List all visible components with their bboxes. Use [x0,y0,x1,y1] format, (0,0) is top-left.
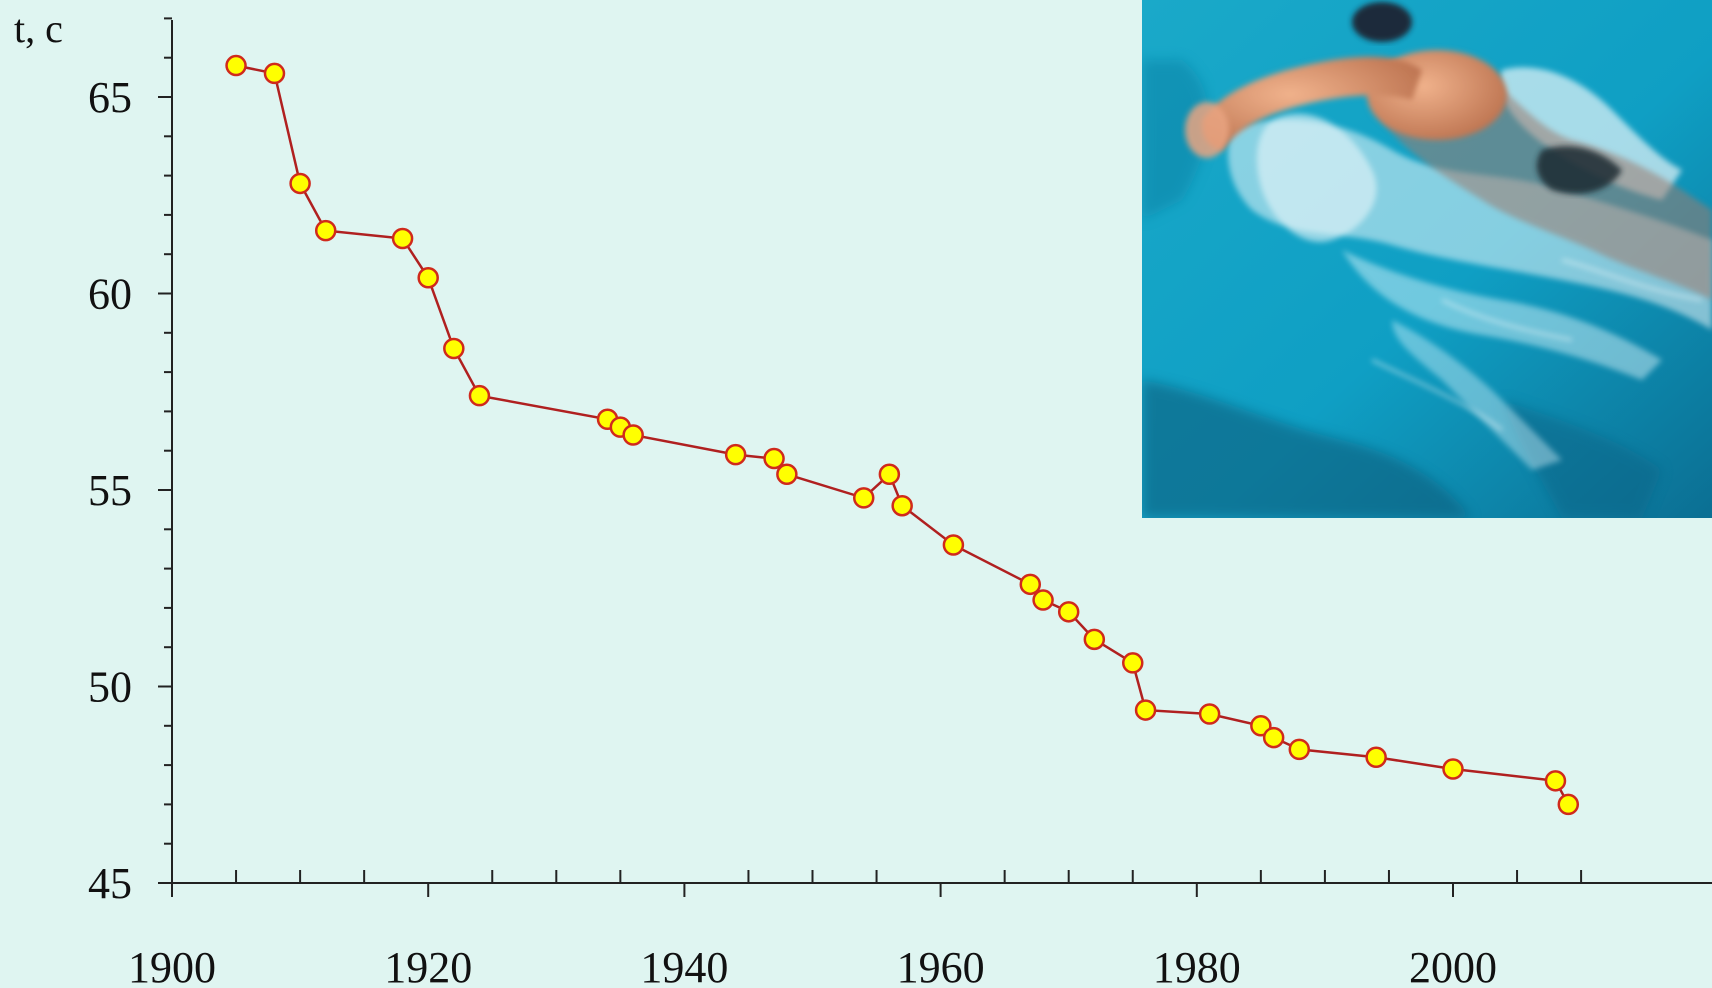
data-point [724,443,747,466]
x-tick-label: 2000 [1409,943,1497,988]
y-axis-title: t, c [14,6,63,51]
data-point [468,384,491,407]
x-tick-label: 1920 [384,943,472,988]
data-point [1262,726,1285,749]
data-point [942,534,965,556]
y-tick-label: 55 [88,466,132,515]
data-point [289,172,311,195]
data-point [225,54,247,77]
y-tick-label: 50 [88,663,132,712]
data-point [763,447,785,470]
x-tick-label: 1980 [1153,943,1241,988]
data-points [225,54,1580,816]
swimmer-image [1142,0,1712,518]
y-tick-label: 60 [88,270,132,319]
data-point [443,337,465,360]
data-point [1134,699,1157,721]
y-tick-label: 45 [88,859,132,908]
data-point [622,424,644,446]
data-point [891,494,913,517]
y-tick-label: 65 [88,73,132,122]
data-point [776,463,798,486]
data-point [1122,652,1144,674]
x-tick-label: 1900 [128,943,216,988]
data-point [314,219,337,242]
data-point [417,267,439,289]
data-point [263,62,286,85]
data-point [391,227,414,250]
data-point [1365,746,1387,768]
swimmer-photo [1142,0,1712,518]
data-point [1083,628,1106,651]
series-freestyle-100m [225,54,1580,816]
data-point [878,463,901,486]
x-tick-label: 1940 [640,943,728,988]
x-ticks: 1900 1920 1940 1960 1980 2000 [128,870,1583,988]
data-point [852,487,875,509]
data-point [1557,793,1580,816]
data-point [1544,770,1567,792]
data-point [1288,738,1311,761]
y-ticks: 45 50 55 60 65 [88,17,172,908]
data-point [1057,601,1080,623]
x-tick-label: 1960 [897,943,985,988]
data-point [1019,573,1042,596]
data-point [1442,758,1464,780]
data-point [1198,703,1221,725]
data-point [1032,589,1054,611]
